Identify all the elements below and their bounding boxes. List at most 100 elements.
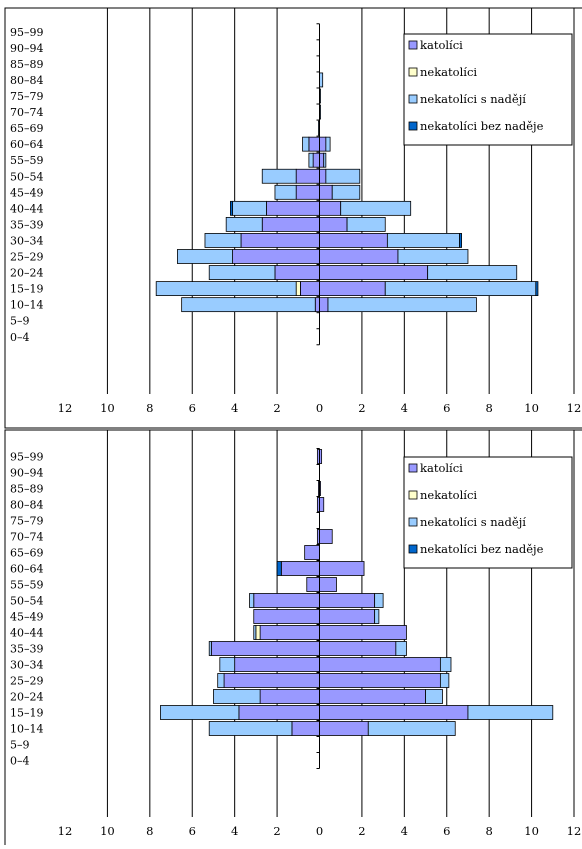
bar-left (232, 200, 267, 216)
bar-left (234, 657, 320, 672)
x-tick-label: 4 (231, 401, 238, 415)
bar-right (439, 673, 450, 688)
category-label: 55–59 (10, 579, 44, 592)
bar-right (319, 297, 329, 313)
bar-left (300, 281, 320, 297)
bar-left (308, 152, 314, 168)
bar-right (427, 265, 518, 280)
bar-right (319, 689, 426, 704)
x-tick-label: 0 (316, 824, 323, 838)
bar-left (259, 625, 320, 640)
bar-left (208, 641, 212, 656)
bar-left (295, 168, 320, 184)
bar-right (319, 673, 441, 688)
bar-left (291, 721, 320, 736)
legend-swatch (408, 517, 418, 527)
bar-left (276, 561, 282, 576)
bar-left (213, 689, 261, 704)
legend-entry: nekatolíci bez naděje (420, 119, 544, 133)
bar-right (384, 281, 537, 297)
bar-left (230, 200, 233, 216)
bar-left (253, 593, 320, 608)
legend-swatch (408, 463, 418, 473)
bar-right (319, 657, 441, 672)
bar-right (319, 593, 376, 608)
bar-right (319, 249, 399, 264)
x-tick-label: 8 (146, 401, 153, 415)
category-label: 50–54 (10, 595, 44, 608)
category-label: 35–39 (10, 643, 44, 656)
chart-panel-1: 95–99 90–94 85–89 80–84 75–79 70–74 65–69 60–64… (4, 7, 582, 429)
category-label: 80–84 (10, 499, 44, 512)
category-label: 20–24 (10, 691, 44, 704)
bar-left (225, 216, 263, 232)
bar-right (323, 152, 327, 168)
bar-left (217, 673, 225, 688)
bar-right (327, 297, 477, 313)
category-label: 30–34 (10, 234, 44, 247)
category-label: 95–99 (10, 451, 44, 464)
x-tick-label: 6 (189, 401, 196, 415)
bar-right (325, 168, 361, 184)
category-label: 5–9 (10, 315, 30, 328)
bar-left (240, 233, 320, 248)
x-tick-label: 4 (231, 824, 238, 838)
bar-left (208, 265, 276, 280)
bar-left (155, 281, 297, 297)
category-label: 15–19 (10, 283, 44, 296)
category-label: 65–69 (10, 547, 44, 560)
category-label: 80–84 (10, 74, 44, 87)
bar-right (319, 184, 333, 200)
category-label: 20–24 (10, 267, 44, 280)
category-label: 45–49 (10, 186, 44, 199)
x-tick-label: 10 (100, 824, 115, 838)
legend-entry: katolíci (420, 38, 463, 52)
legend-swatch (408, 67, 418, 77)
bar-left (208, 721, 293, 736)
legend-entry: nekatolíci s nadějí (420, 92, 526, 106)
bar-right (319, 265, 429, 280)
bar-left (266, 200, 320, 216)
bar-right (395, 641, 407, 656)
x-tick-label: 0 (316, 401, 323, 415)
category-label: 60–64 (10, 138, 44, 151)
category-label: 0–4 (10, 755, 30, 768)
x-tick-label: 8 (146, 824, 153, 838)
category-label: 0–4 (10, 331, 30, 344)
category-label: 25–29 (10, 675, 44, 688)
bar-left (255, 625, 261, 640)
bar-right (374, 593, 384, 608)
bar-left (219, 657, 236, 672)
legend-entry: katolíci (420, 461, 463, 475)
category-label: 90–94 (10, 42, 44, 55)
bar-left (253, 625, 257, 640)
bar-right (346, 216, 386, 232)
category-label: 15–19 (10, 707, 44, 720)
bar-left (177, 249, 233, 264)
category-label: 45–49 (10, 611, 44, 624)
bar-left (181, 297, 316, 313)
category-label: 95–99 (10, 26, 44, 39)
x-tick-label: 10 (524, 824, 539, 838)
bar-left (160, 705, 240, 720)
bar-right (340, 200, 412, 216)
legend-swatch (408, 121, 418, 131)
bar-right (467, 705, 554, 720)
category-label: 70–74 (10, 106, 44, 119)
bar-right (319, 233, 388, 248)
category-label: 40–44 (10, 627, 44, 640)
x-tick-label: 2 (358, 824, 365, 838)
bar-right (459, 233, 462, 248)
bar-right (319, 705, 469, 720)
category-label: 70–74 (10, 531, 44, 544)
bar-left (312, 152, 320, 168)
legend-swatch (408, 544, 418, 554)
bar-left (253, 609, 320, 624)
bar-right (319, 577, 337, 592)
bar-left (274, 265, 320, 280)
bar-right (319, 609, 376, 624)
legend-swatch (408, 94, 418, 104)
x-tick-label: 12 (567, 401, 582, 415)
bar-left (232, 249, 320, 264)
